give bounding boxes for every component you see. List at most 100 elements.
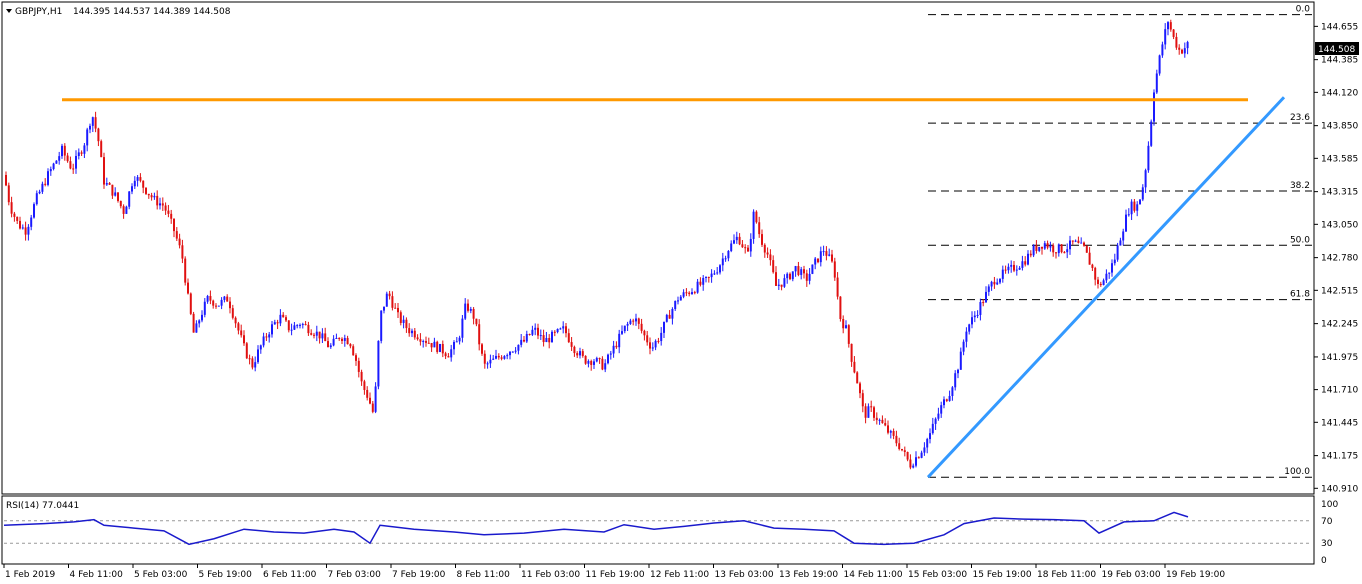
candle-bull <box>315 331 318 336</box>
candle-bull <box>926 439 929 448</box>
candle-bear <box>643 330 646 336</box>
candle-bull <box>814 258 817 265</box>
candle-bull <box>433 341 436 348</box>
candle-bull <box>321 333 324 339</box>
candle-bull <box>335 337 338 339</box>
candle-bull <box>660 332 663 342</box>
candle-bear <box>945 399 948 401</box>
candle-bear <box>97 128 100 142</box>
candle-bull <box>973 315 976 318</box>
candle-bull <box>271 324 273 335</box>
candle-bull <box>733 240 735 244</box>
candle-bear <box>884 423 887 426</box>
candle-bear <box>184 258 187 283</box>
candle-bear <box>467 303 469 311</box>
price-tick-label: 141.175 <box>1321 452 1358 462</box>
candle-bull <box>1158 55 1161 74</box>
price-tick-label: 143.315 <box>1321 188 1358 198</box>
time-tick-label: 19 Feb 03:00 <box>1102 570 1161 580</box>
candle-bull <box>1167 22 1169 30</box>
candle-bear <box>1024 261 1027 265</box>
candle-bear <box>1091 264 1094 268</box>
candle-bull <box>489 359 492 364</box>
candle-bear <box>226 296 229 302</box>
candle-bear <box>747 247 749 252</box>
candle-bull <box>402 319 405 323</box>
candle-bull <box>1153 92 1155 122</box>
candle-bear <box>142 180 145 188</box>
candle-bear <box>1041 246 1043 249</box>
candle-bear <box>338 337 341 339</box>
candle-bear <box>24 227 27 235</box>
candle-bear <box>399 312 402 323</box>
candle-bull <box>587 361 590 364</box>
candle-bear <box>310 333 313 335</box>
candle-bull <box>461 318 464 338</box>
candle-bear <box>447 356 450 358</box>
candle-bear <box>66 155 69 162</box>
candle-bear <box>805 273 808 281</box>
price-tick-label: 143.850 <box>1321 122 1358 132</box>
candle-bear <box>349 344 352 347</box>
price-tick-label: 144.120 <box>1321 88 1358 98</box>
candle-bear <box>363 381 366 390</box>
candle-bear <box>657 340 660 342</box>
candle-bear <box>282 314 285 318</box>
candle-bull <box>752 211 755 239</box>
candle-bull <box>531 329 534 335</box>
rsi-line <box>3 511 1189 546</box>
candle-bull <box>965 331 968 342</box>
candle-bull <box>61 145 63 157</box>
candle-bear <box>906 452 909 460</box>
candle-bull <box>1027 253 1029 265</box>
candle-bull <box>455 341 458 343</box>
drawn-lines <box>62 96 1286 479</box>
candle-bear <box>744 247 747 249</box>
candle-bear <box>108 183 111 185</box>
candle-bull <box>915 457 917 466</box>
main-pane-frame <box>1 1 1315 495</box>
dropdown-triangle-icon[interactable] <box>6 9 12 13</box>
candle-bull <box>1144 170 1147 188</box>
candle-bull <box>21 227 24 229</box>
candle-bear <box>1097 279 1099 284</box>
candle-bear <box>7 185 10 203</box>
candle-bull <box>556 328 559 333</box>
candle-bear <box>346 337 349 345</box>
candle-bull <box>486 363 489 365</box>
support-trendline[interactable] <box>926 96 1286 479</box>
candle-bear <box>598 358 601 360</box>
candle-bull <box>343 337 346 341</box>
candle-bull <box>545 338 548 343</box>
candle-bear <box>903 450 906 453</box>
candle-bull <box>525 334 528 342</box>
candle-bull <box>290 329 293 331</box>
candle-bull <box>128 191 131 207</box>
candle-bull <box>612 345 615 354</box>
candle-bull <box>971 317 973 325</box>
candle-bear <box>1071 240 1074 242</box>
candle-bull <box>1139 199 1141 205</box>
rsi-pane-frame <box>1 495 1315 565</box>
candle-bear <box>632 320 635 322</box>
candle-bull <box>929 433 931 440</box>
candle-bull <box>492 358 495 360</box>
fib-level-label: 50.0 <box>1290 235 1310 245</box>
candle-bull <box>1113 259 1116 264</box>
candle-bull <box>623 325 626 332</box>
candle-bull <box>1130 201 1133 215</box>
candle-bear <box>500 357 503 359</box>
time-tick-label: 13 Feb 03:00 <box>715 570 774 580</box>
candle-bull <box>299 324 301 326</box>
candle-bear <box>181 245 184 259</box>
time-tick-label: 15 Feb 03:00 <box>908 570 967 580</box>
candle-bull <box>828 254 831 256</box>
candle-bear <box>80 152 83 154</box>
candle-bear <box>276 322 279 324</box>
candle-bull <box>268 334 271 338</box>
candle-bear <box>565 326 567 334</box>
candle-bear <box>909 459 912 468</box>
candle-bear <box>699 281 702 285</box>
candle-bear <box>122 206 125 214</box>
candle-bear <box>769 254 772 261</box>
